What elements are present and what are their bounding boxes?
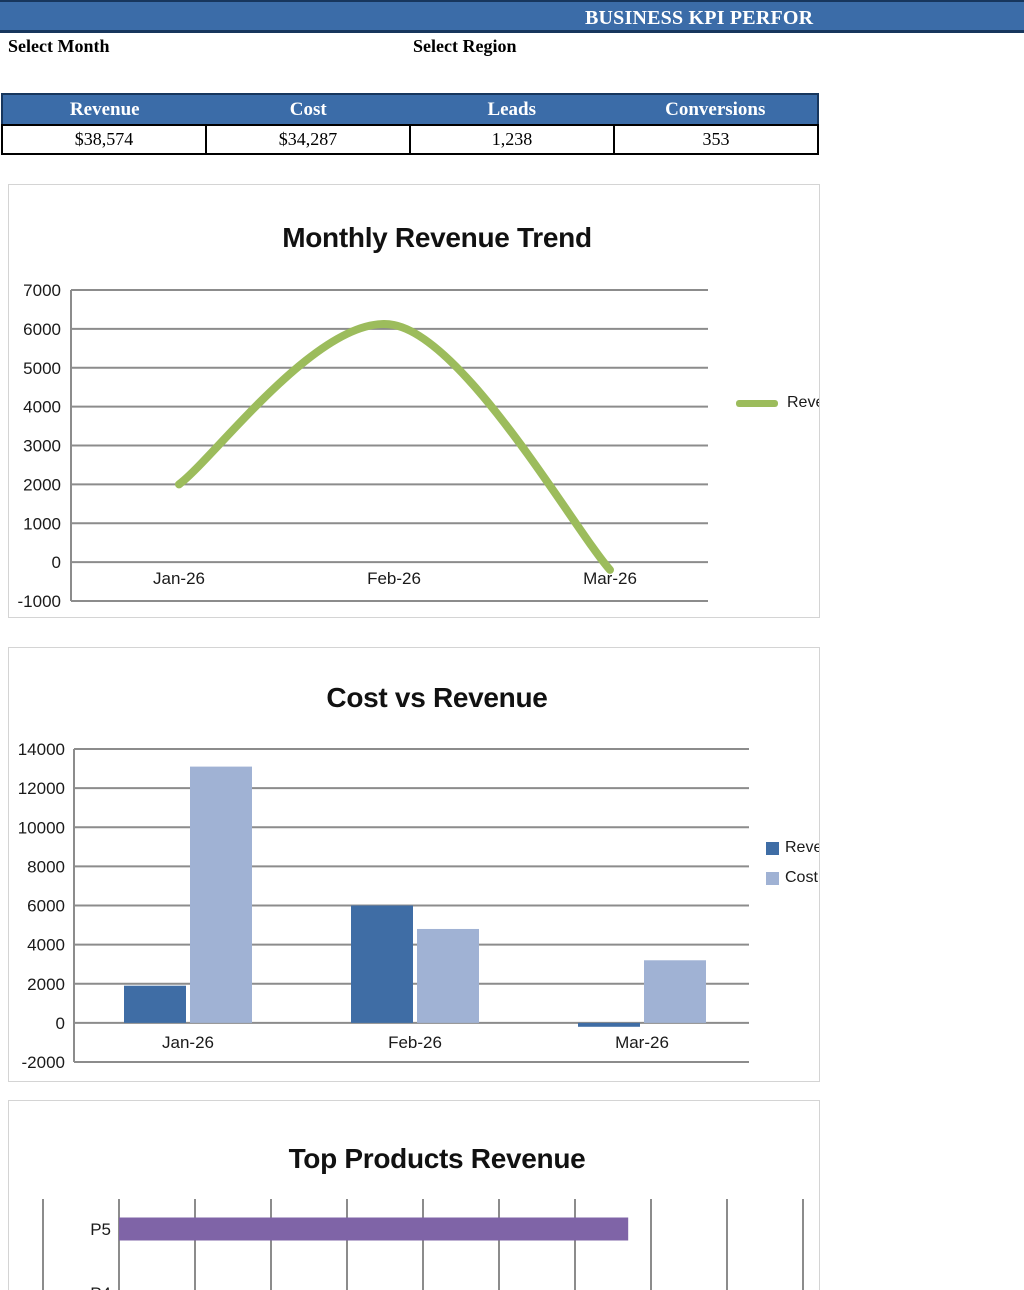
y-tick-label: -2000 [22,1053,65,1072]
revenue-bar [578,1022,640,1027]
y-tick-label: 6000 [23,320,61,339]
y-tick-label: 3000 [23,437,61,456]
y-tick-label: 4000 [23,398,61,417]
cost-bar [190,766,252,1023]
y-tick-label: 7000 [23,281,61,300]
y-tick-label: 4000 [27,936,65,955]
top-products-revenue-chart: Top Products Revenue P5 P4 [8,1100,820,1290]
revenue-legend-label: Revenue [787,394,819,411]
chart2-legend-item-cost: Cost [766,869,818,887]
cost-bar [417,928,479,1023]
revenue-line-legend-swatch [736,399,778,407]
y-tick-label: 8000 [27,857,65,876]
kpi-value-revenue: $38,574 [74,129,134,149]
kpi-header-cost: Cost [289,98,327,120]
kpi-header-leads: Leads [487,98,537,120]
hbar-chart-canvas: P5 P4 [42,1199,804,1290]
chart1-legend-item-revenue: Revenue [736,394,819,412]
kpi-header-conversions: Conversions [665,98,766,120]
x-category-label: Mar-26 [615,1033,669,1052]
chart2-legend-item-revenue: Revenue [766,839,819,857]
y-tick-label: 2000 [27,975,65,994]
kpi-value-cost: $34,287 [205,126,409,153]
y-tick-label: 2000 [23,475,61,494]
cost-vs-revenue-chart: Cost vs Revenue 14000 12000 10000 8000 6000 4… [8,647,820,1082]
chart1-title: Monthly Revenue Trend [282,222,592,253]
x-category-label: Feb-26 [367,569,421,588]
title-banner: BUSINESS KPI PERFOR [0,0,1024,33]
revenue-bar [351,905,413,1023]
chart3-title: Top Products Revenue [288,1143,586,1174]
kpi-header-revenue: Revenue [69,98,140,120]
monthly-revenue-trend-chart: Monthly Revenue Trend 7000 6000 5000 4000 30… [8,184,820,618]
revenue-bar-legend-swatch [766,841,779,855]
revenue-trend-line [175,320,614,574]
x-category-label: Jan-26 [153,569,205,588]
chart2-title: Cost vs Revenue [326,682,548,713]
cost-bar-legend-swatch [766,871,779,885]
category-label: P4 [90,1284,111,1290]
kpi-table-value-row: $38,574 $34,287 1,238 353 [1,124,819,155]
x-category-label: Jan-26 [162,1033,214,1052]
dashboard-title: BUSINESS KPI PERFOR [585,7,814,29]
kpi-summary-table: Revenue Cost Leads Conversions $38,574 $… [1,93,819,155]
kpi-value-conversions: 353 [613,126,817,153]
line-chart-canvas: 7000 6000 5000 4000 3000 2000 1000 0 -1000 Jan-26… [18,281,708,611]
category-label: P5 [90,1220,111,1239]
revenue-bar [124,985,186,1023]
y-tick-label: 1000 [23,514,61,533]
cost-legend-label: Cost [785,869,818,886]
y-tick-label: 12000 [18,779,65,798]
y-tick-label: 5000 [23,359,61,378]
product-revenue-bar [119,1217,629,1241]
kpi-value-leads: 1,238 [409,126,613,153]
x-category-label: Mar-26 [583,569,637,588]
y-tick-label: 10000 [18,818,65,837]
y-tick-label: 0 [56,1014,65,1033]
y-tick-label: -1000 [18,592,61,611]
y-tick-label: 6000 [27,897,65,916]
y-tick-label: 0 [52,553,61,572]
kpi-table-header-row: Revenue Cost Leads Conversions [1,93,819,124]
y-tick-label: 14000 [18,740,65,759]
select-month-label: Select Month [8,36,110,56]
revenue-legend-label: Revenue [785,839,819,856]
cost-bar [644,960,706,1023]
select-region-label: Select Region [413,36,517,56]
x-category-label: Feb-26 [388,1033,442,1052]
title-banner-clip: BUSINESS KPI PERFOR [0,5,822,31]
bar-chart-canvas: 14000 12000 10000 8000 6000 4000 2000 0 -2000 Jan… [18,740,749,1072]
